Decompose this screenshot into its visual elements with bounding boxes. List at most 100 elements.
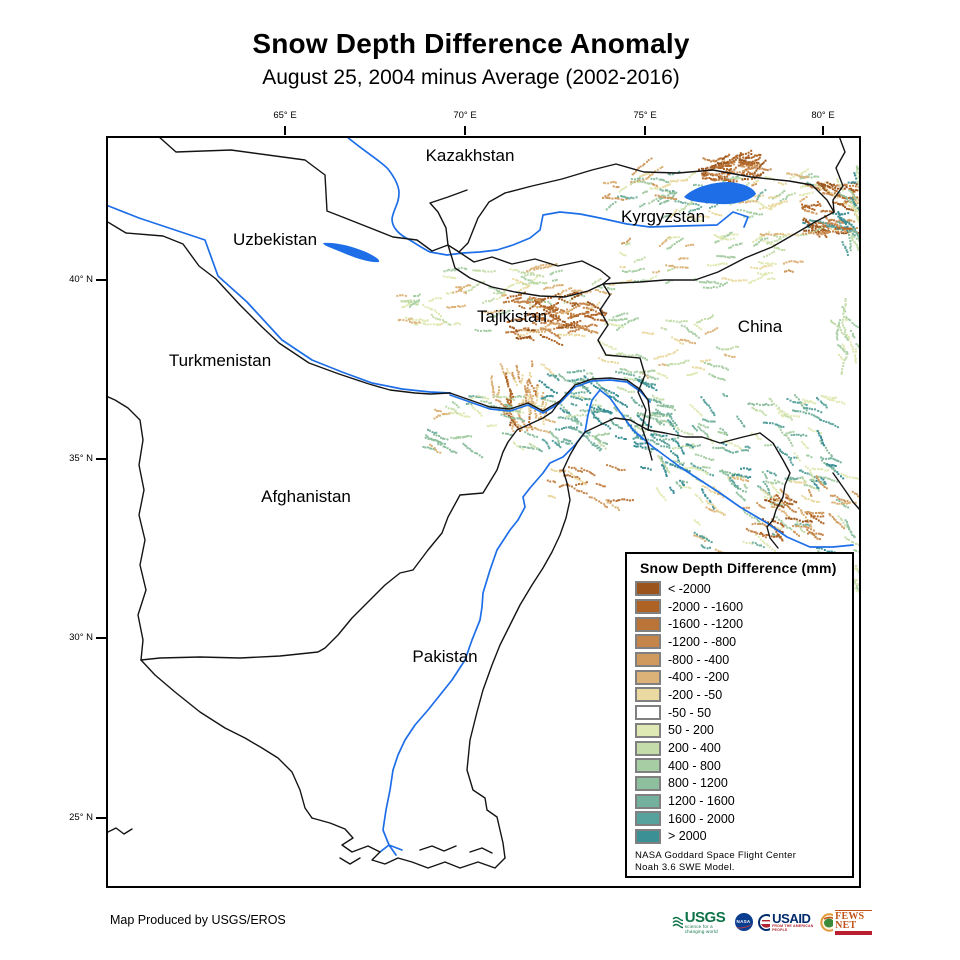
- legend-row: 200 - 400: [635, 739, 852, 757]
- partner-logos: USGS science for a changing world NASA U…: [672, 906, 872, 938]
- fewsnet-logo: FEWS NET: [820, 909, 872, 935]
- legend-swatch: [635, 793, 661, 809]
- longitude-tick: [644, 126, 646, 135]
- legend-row: 50 - 200: [635, 722, 852, 740]
- latitude-tick: [96, 817, 106, 819]
- longitude-label: 65° E: [273, 110, 297, 121]
- legend-label: -400 - -200: [668, 670, 730, 685]
- snow-anomaly-raster: [396, 149, 860, 595]
- longitude-tick: [464, 126, 466, 135]
- legend-swatch: [635, 687, 661, 703]
- legend-row: -1600 - -1200: [635, 615, 852, 633]
- latitude-label: 25° N: [69, 812, 93, 823]
- latitude-tick: [96, 637, 106, 639]
- country-borders-layer: [107, 137, 860, 869]
- credit-text: Map Produced by USGS/EROS: [110, 913, 286, 927]
- country-label-pakistan: Pakistan: [412, 647, 478, 666]
- nasa-logo: NASA: [734, 913, 753, 931]
- legend-swatch: [635, 705, 661, 721]
- source-note: NASA Goddard Space Flight Center Noah 3.…: [635, 850, 852, 874]
- legend-row: -1200 - -800: [635, 633, 852, 651]
- source-note-line1: NASA Goddard Space Flight Center: [635, 850, 797, 862]
- legend-row: -800 - -400: [635, 651, 852, 669]
- usgs-wave-icon: [672, 916, 683, 929]
- legend-rows: < -2000 -2000 - -1600 -1600 - -1200 -1200 -…: [635, 580, 852, 845]
- fewsnet-globe-icon: [820, 912, 834, 932]
- latitude-tick: [96, 458, 106, 460]
- usgs-logo: USGS science for a changing world: [672, 908, 730, 934]
- latitude-tick: [96, 279, 106, 281]
- nasa-logo-text: NASA: [736, 919, 751, 924]
- legend-label: -2000 - -1600: [668, 599, 744, 614]
- map-frame: [106, 136, 861, 888]
- legend-label: -1600 - -1200: [668, 617, 744, 632]
- legend-label: 400 - 800: [668, 758, 721, 773]
- legend-row: < -2000: [635, 580, 852, 598]
- legend-label: 1600 - 2000: [668, 811, 735, 826]
- usaid-seal-icon: [757, 913, 771, 931]
- legend-title: Snow Depth Difference (mm): [640, 560, 837, 576]
- legend-label: -50 - 50: [668, 705, 712, 720]
- legend-row: -200 - -50: [635, 686, 852, 704]
- usgs-logo-text: USGS: [684, 908, 726, 926]
- country-label-afghanistan: Afghanistan: [261, 487, 351, 506]
- legend-label: -200 - -50: [668, 687, 723, 702]
- legend-row: -50 - 50: [635, 704, 852, 722]
- longitude-label: 80° E: [811, 110, 835, 121]
- legend-swatch: [635, 740, 661, 756]
- legend-row: 800 - 1200: [635, 775, 852, 793]
- country-label-turkmenistan: Turkmenistan: [168, 351, 272, 370]
- country-label-kyrgyzstan: Kyrgyzstan: [620, 207, 706, 226]
- legend-row: 1600 - 2000: [635, 810, 852, 828]
- legend-swatch: [635, 811, 661, 827]
- lakes-layer: [323, 182, 756, 263]
- legend-row: 1200 - 1600: [635, 792, 852, 810]
- usaid-logo-text: USAID: [772, 910, 811, 926]
- longitude-label: 75° E: [633, 110, 657, 121]
- country-label-china: China: [737, 317, 783, 336]
- latitude-label: 35° N: [69, 453, 93, 464]
- country-label-tajikistan: Tajikistan: [477, 307, 547, 326]
- legend-label: -800 - -400: [668, 652, 730, 667]
- legend-swatch: [635, 599, 661, 615]
- legend-label: > 2000: [668, 829, 707, 844]
- usaid-logo-tagline: FROM THE AMERICAN PEOPLE: [772, 923, 814, 932]
- rivers-layer: [107, 137, 854, 856]
- latitude-label: 30° N: [69, 632, 93, 643]
- legend-swatch: [635, 775, 661, 791]
- country-label-kazakhstan: Kazakhstan: [425, 146, 515, 165]
- legend-swatch: [635, 758, 661, 774]
- legend-row: -400 - -200: [635, 668, 852, 686]
- latitude-label: 40° N: [69, 274, 93, 285]
- legend-label: 800 - 1200: [668, 776, 728, 791]
- legend-label: 200 - 400: [668, 741, 721, 756]
- fewsnet-logo-text: FEWS NET: [835, 909, 872, 930]
- legend-row: > 2000: [635, 828, 852, 846]
- legend-swatch: [635, 652, 661, 668]
- legend-row: 400 - 800: [635, 757, 852, 775]
- legend-swatch: [635, 634, 661, 650]
- legend-swatch: [635, 581, 661, 597]
- legend-label: < -2000: [668, 581, 711, 596]
- country-label-uzbekistan: Uzbekistan: [232, 230, 318, 249]
- usaid-logo: USAID FROM THE AMERICAN PEOPLE: [757, 910, 815, 932]
- legend-swatch: [635, 616, 661, 632]
- longitude-label: 70° E: [453, 110, 477, 121]
- legend: Snow Depth Difference (mm) < -2000 -2000 …: [625, 552, 854, 878]
- legend-swatch: [635, 722, 661, 738]
- map-canvas: [106, 136, 861, 888]
- source-note-line2: Noah 3.6 SWE Model.: [635, 862, 735, 874]
- page-title: Snow Depth Difference Anomaly: [252, 28, 690, 59]
- legend-row: -2000 - -1600: [635, 598, 852, 616]
- page-subtitle: August 25, 2004 minus Average (2002-2016…: [262, 66, 680, 89]
- legend-label: 1200 - 1600: [668, 794, 735, 809]
- longitude-tick: [284, 126, 286, 135]
- usgs-logo-tagline: science for a changing world: [684, 923, 718, 934]
- legend-swatch: [635, 828, 661, 844]
- legend-label: -1200 - -800: [668, 634, 737, 649]
- fewsnet-red-bar: [835, 930, 872, 935]
- longitude-tick: [822, 126, 824, 135]
- legend-label: 50 - 200: [668, 723, 714, 738]
- legend-swatch: [635, 669, 661, 685]
